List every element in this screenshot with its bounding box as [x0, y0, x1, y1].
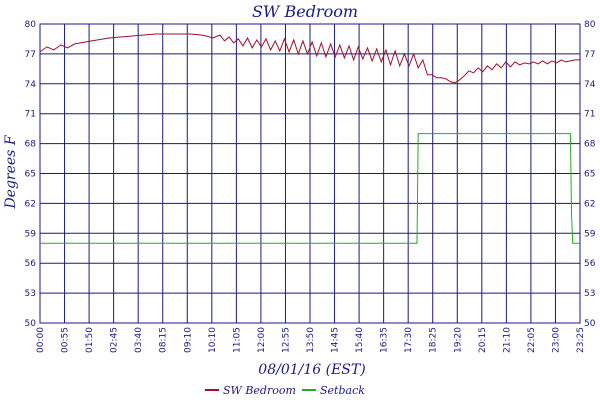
y-tick-label-left: 59 [25, 229, 37, 239]
x-axis-ticks: 00:00 00:55 01:50 02:45 03:40 08:15 09:10 10:10… [36, 327, 586, 353]
y-tick-label-right: 65 [584, 170, 595, 180]
legend-label: Setback [320, 384, 365, 397]
y-axis-left-ticks: 50 53 56 59 62 65 68 71 74 77 80 [25, 20, 37, 329]
x-tick-label: 10:10 [208, 327, 218, 353]
x-tick-label: 00:55 [61, 327, 71, 353]
x-tick-label: 02:45 [110, 327, 120, 353]
y-tick-label-right: 59 [584, 229, 596, 239]
x-tick-label: 12:00 [257, 327, 267, 353]
y-tick-label-left: 71 [25, 110, 36, 120]
x-tick-label: 16:35 [380, 327, 390, 353]
y-tick-label-right: 56 [584, 259, 596, 269]
y-tick-label-left: 62 [25, 199, 36, 209]
x-tick-label: 09:10 [183, 327, 193, 353]
series-line-sw-bedroom [39, 33, 580, 84]
x-tick-label: 11:05 [232, 327, 242, 353]
series-line-setback [40, 133, 580, 244]
x-tick-label: 21:10 [502, 327, 512, 353]
x-tick-label: 23:00 [551, 327, 561, 353]
x-tick-label: 20:15 [478, 327, 488, 353]
y-tick-label-right: 77 [584, 50, 595, 60]
chart-title: SW Bedroom [252, 2, 358, 21]
y-tick-label-right: 74 [584, 80, 596, 90]
y-tick-label-right: 62 [584, 199, 595, 209]
x-tick-label: 18:25 [429, 327, 439, 353]
legend: SW Bedroom Setback [205, 384, 365, 397]
series-lines [39, 33, 580, 244]
y-tick-label-left: 80 [25, 20, 37, 30]
x-tick-label: 17:30 [404, 327, 414, 353]
y-axis-right-ticks: 50 53 56 59 62 65 68 71 74 77 80 [584, 20, 596, 329]
x-tick-label: 13:50 [306, 327, 316, 353]
x-tick-label: 19:20 [453, 327, 463, 353]
x-tick-label: 22:05 [527, 327, 537, 353]
y-tick-label-left: 74 [25, 80, 37, 90]
y-tick-label-left: 53 [25, 289, 36, 299]
y-axis-title: Degrees F [3, 134, 19, 209]
x-tick-label: 15:40 [355, 327, 365, 353]
y-tick-label-right: 71 [584, 110, 595, 120]
y-tick-label-right: 80 [584, 20, 596, 30]
x-tick-label: 01:50 [85, 327, 95, 353]
x-tick-label: 23:25 [576, 327, 586, 353]
y-tick-label-right: 50 [584, 319, 596, 329]
y-tick-label-left: 56 [25, 259, 37, 269]
y-tick-label-left: 68 [25, 140, 37, 150]
x-tick-label: 00:00 [36, 327, 46, 353]
x-tick-label: 08:15 [159, 327, 169, 353]
legend-label: SW Bedroom [223, 384, 296, 397]
y-tick-label-right: 68 [584, 140, 596, 150]
x-tick-label: 12:55 [281, 327, 291, 353]
x-tick-label: 14:45 [331, 327, 341, 353]
y-tick-label-left: 50 [25, 319, 37, 329]
y-tick-label-right: 53 [584, 289, 595, 299]
x-tick-label: 03:40 [134, 327, 144, 353]
chart-grid [39, 23, 581, 324]
y-tick-label-left: 65 [25, 170, 36, 180]
y-tick-label-left: 77 [25, 50, 36, 60]
x-axis-title: 08/01/16 (EST) [258, 362, 365, 378]
